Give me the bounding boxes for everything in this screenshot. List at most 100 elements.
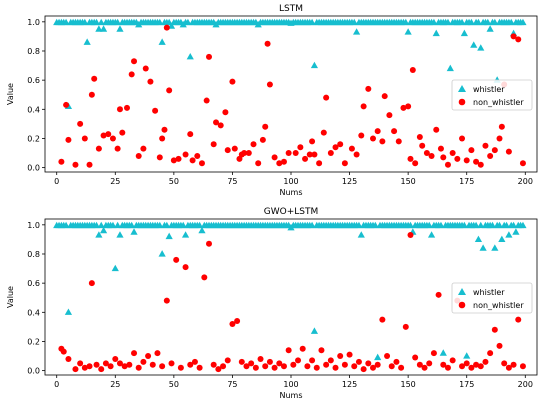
whistler-point bbox=[111, 264, 119, 272]
non-whistler-point bbox=[65, 136, 72, 143]
non-whistler-point bbox=[126, 361, 133, 368]
x-tick-label: 175 bbox=[459, 177, 474, 186]
non-whistler-point bbox=[332, 364, 339, 371]
non-whistler-point bbox=[419, 142, 426, 149]
x-tick-label: 75 bbox=[227, 177, 237, 186]
non-whistler-point bbox=[102, 360, 109, 367]
whistler-point bbox=[97, 18, 105, 26]
non-whistler-point bbox=[161, 126, 168, 133]
non-whistler-point bbox=[498, 123, 505, 130]
legend-non-whistler-label: non_whistler bbox=[473, 98, 524, 107]
non-whistler-point bbox=[177, 364, 184, 371]
non-whistler-point bbox=[241, 150, 248, 157]
whistler-point bbox=[432, 29, 440, 37]
non-whistler-point bbox=[229, 320, 236, 327]
whistler-point bbox=[95, 25, 103, 32]
non-whistler-point bbox=[175, 155, 182, 162]
non-whistler-point bbox=[332, 144, 339, 151]
non-whistler-point bbox=[327, 150, 334, 157]
non-whistler-point bbox=[290, 361, 297, 368]
non-whistler-point bbox=[163, 297, 170, 304]
non-whistler-point bbox=[449, 357, 456, 364]
non-whistler-point bbox=[88, 280, 95, 287]
non-whistler-point bbox=[473, 361, 480, 368]
whistler-point bbox=[484, 18, 492, 26]
y-axis-label: Value bbox=[6, 83, 15, 105]
non-whistler-point bbox=[276, 160, 283, 167]
non-whistler-point bbox=[163, 24, 170, 31]
non-whistler-point bbox=[360, 103, 367, 110]
legend-box bbox=[451, 282, 533, 314]
non-whistler-point bbox=[341, 160, 348, 167]
non-whistler-point bbox=[191, 358, 198, 365]
non-whistler-point bbox=[135, 364, 142, 371]
x-tick-label: 25 bbox=[110, 177, 120, 186]
non-whistler-point bbox=[140, 358, 147, 365]
non-whistler-point bbox=[309, 357, 316, 364]
non-whistler-point bbox=[262, 123, 269, 130]
non-whistler-point bbox=[250, 141, 257, 148]
non-whistler-point bbox=[416, 361, 423, 368]
whistler-point bbox=[64, 308, 73, 315]
x-tick-label: 0 bbox=[54, 380, 59, 389]
whistler-point bbox=[374, 353, 382, 361]
non-whistler-point bbox=[379, 316, 386, 323]
non-whistler-point bbox=[459, 135, 466, 142]
non-whistler-point bbox=[114, 145, 121, 152]
non-whistler-point bbox=[91, 75, 98, 82]
non-whistler-point bbox=[168, 360, 175, 367]
non-whistler-point bbox=[365, 360, 372, 367]
non-whistler-point bbox=[187, 361, 194, 368]
legend-whistler-label: whistler bbox=[473, 85, 505, 94]
whistler-point bbox=[163, 221, 171, 229]
non-whistler-point bbox=[360, 366, 367, 373]
non-whistler-point bbox=[145, 353, 152, 360]
whistler-point bbox=[519, 221, 527, 229]
y-tick-label: 0.0 bbox=[27, 164, 40, 173]
whistler-point bbox=[99, 226, 108, 234]
non-whistler-point bbox=[128, 71, 135, 78]
legend-whistler-label: whistler bbox=[473, 288, 505, 297]
non-whistler-point bbox=[159, 363, 166, 370]
non-whistler-point bbox=[149, 361, 156, 368]
whistler-point bbox=[488, 221, 497, 229]
non-whistler-point bbox=[318, 347, 325, 354]
non-whistler-point bbox=[105, 131, 112, 138]
non-whistler-point bbox=[505, 364, 512, 371]
whistler-point bbox=[430, 18, 438, 26]
whistler-point bbox=[83, 38, 91, 45]
non-whistler-point bbox=[116, 106, 123, 113]
whistler-point bbox=[181, 231, 190, 238]
whistler-point bbox=[116, 25, 124, 32]
non-whistler-point bbox=[519, 160, 526, 167]
non-whistler-point bbox=[203, 97, 210, 104]
non-whistler-point bbox=[156, 154, 163, 161]
non-whistler-point bbox=[428, 152, 435, 159]
whistler-point bbox=[99, 25, 108, 32]
whistler-point bbox=[130, 228, 138, 235]
non-whistler-point bbox=[355, 358, 362, 365]
non-whistler-point bbox=[491, 326, 498, 333]
whistler-point bbox=[95, 231, 103, 238]
non-whistler-point bbox=[210, 141, 217, 148]
whistler-point bbox=[109, 221, 117, 229]
non-whistler-point bbox=[407, 232, 414, 239]
non-whistler-point bbox=[215, 366, 222, 373]
non-whistler-point bbox=[337, 353, 344, 360]
non-whistler-point bbox=[463, 360, 470, 367]
whistler-point bbox=[491, 18, 499, 26]
non-whistler-point bbox=[262, 363, 269, 370]
whistler-point bbox=[505, 231, 513, 238]
legend-whistler-marker bbox=[458, 288, 466, 295]
non-whistler-point bbox=[395, 138, 402, 145]
non-whistler-point bbox=[351, 363, 358, 370]
non-whistler-point bbox=[196, 364, 203, 371]
non-whistler-point bbox=[398, 364, 405, 371]
non-whistler-point bbox=[496, 342, 503, 349]
non-whistler-point bbox=[353, 151, 360, 158]
whistler-point bbox=[486, 25, 494, 32]
non-whistler-point bbox=[374, 361, 381, 368]
non-whistler-point bbox=[482, 142, 489, 149]
non-whistler-point bbox=[210, 361, 217, 368]
